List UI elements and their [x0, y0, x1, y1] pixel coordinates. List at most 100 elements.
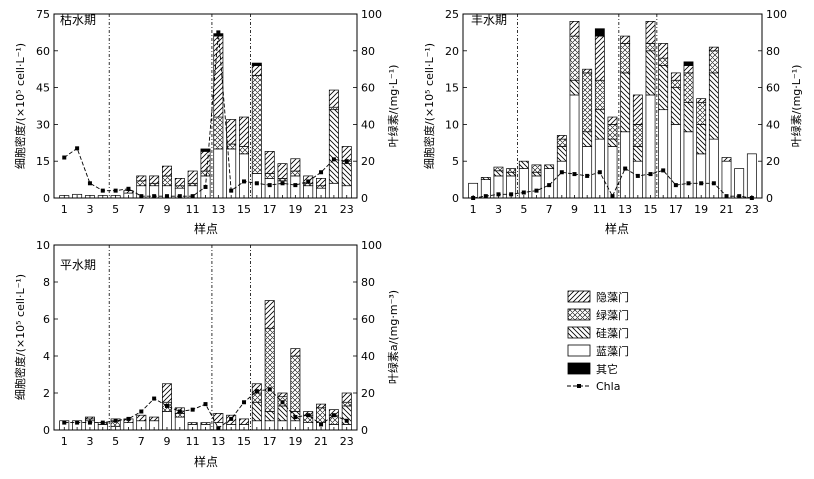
- bar-segment-other: [594, 28, 605, 37]
- chla-point: [293, 415, 298, 420]
- x-tick-label: 3: [86, 435, 93, 448]
- bar-segment-bacillariophyta: [556, 146, 567, 162]
- y2-tick-label: 60: [361, 82, 375, 95]
- x-axis-label: 样点: [194, 454, 218, 469]
- y-tick-label: 0: [43, 424, 50, 437]
- bar-segment-cryptophyta: [84, 416, 95, 420]
- y-tick-label: 0: [452, 192, 459, 205]
- chla-point: [242, 400, 247, 405]
- chla-point: [572, 172, 577, 177]
- y-tick-label: 45: [36, 82, 50, 95]
- bar-segment-other: [200, 148, 211, 152]
- legend-item-bacillariophyta: 硅藻门: [567, 326, 629, 340]
- bar-segment-chlorophyta: [620, 43, 631, 74]
- bar-segment-chlorophyta: [632, 124, 643, 147]
- y2-tick-label: 40: [361, 118, 375, 131]
- chla-point: [559, 170, 564, 175]
- bar-segment-cryptophyta: [264, 151, 275, 174]
- bar-segment-cryptophyta: [239, 116, 249, 147]
- bar-segment-cryptophyta: [620, 35, 631, 44]
- bar-segment-chlorophyta: [683, 72, 694, 103]
- bar-segment-cyanophyta: [734, 168, 745, 199]
- bar-segment-cryptophyta: [341, 392, 352, 403]
- bar-segment-bacillariophyta: [493, 170, 504, 177]
- chla-point: [203, 184, 208, 189]
- y2-tick-label: 20: [361, 155, 375, 168]
- bar-segment-bacillariophyta: [328, 109, 339, 184]
- bar-segment-cryptophyta: [556, 135, 567, 140]
- y2-tick-label: 100: [361, 239, 382, 252]
- bar-segment-cryptophyta: [632, 94, 643, 125]
- chla-point: [635, 173, 640, 178]
- bar-segment-cryptophyta: [721, 157, 732, 162]
- bar-segment-bacillariophyta: [341, 163, 352, 187]
- bar-segment-bacillariophyta: [696, 124, 707, 155]
- bar-segment-chlorophyta: [607, 124, 618, 140]
- bar-segment-cryptophyta: [607, 116, 618, 125]
- bar-segment-chlorophyta: [290, 355, 301, 412]
- bar-segment-cyanophyta: [556, 160, 567, 199]
- chla-point: [661, 168, 666, 173]
- x-tick-label: 13: [211, 435, 225, 448]
- bar-segment-cyanophyta: [213, 148, 224, 199]
- y2-tick-label: 100: [361, 8, 382, 21]
- bar-segment-bacillariophyta: [518, 160, 529, 169]
- bar-segment-bacillariophyta: [506, 171, 517, 177]
- bar-segment-cryptophyta: [290, 158, 301, 172]
- x-tick-label: 7: [546, 203, 553, 216]
- chla-point: [75, 146, 80, 151]
- y-tick-label: 6: [43, 313, 50, 326]
- chla-point: [177, 409, 182, 414]
- x-axis-label: 样点: [194, 221, 218, 236]
- chla-point: [547, 183, 552, 188]
- y2-tick-label: 80: [361, 276, 375, 289]
- y2-axis-label: 叶绿素/(mg·L⁻¹): [386, 65, 400, 148]
- bar-segment-cyanophyta: [594, 138, 605, 199]
- x-tick-label: 17: [263, 203, 277, 216]
- bar-segment-cryptophyta: [251, 65, 262, 76]
- x-tick-label: 3: [495, 203, 502, 216]
- bar-segment-cryptophyta: [708, 46, 719, 52]
- bar-segment-bacillariophyta: [251, 401, 262, 422]
- bar-segment-cyanophyta: [632, 160, 643, 199]
- bar-segment-bacillariophyta: [264, 411, 275, 422]
- bar-segment-cryptophyta: [696, 98, 707, 103]
- y-tick-label: 4: [43, 350, 50, 363]
- chla-point: [229, 416, 234, 421]
- bar-segment-chlorophyta: [162, 175, 172, 187]
- bar-segment-chlorophyta: [290, 170, 301, 177]
- y-tick-label: 75: [36, 8, 50, 21]
- x-tick-label: 13: [618, 203, 632, 216]
- bar-segment-cryptophyta: [277, 392, 288, 398]
- legend-swatch-chla-marker: [577, 384, 581, 388]
- chart-panel-dry-season: 枯水期 样点 细胞密度/(×10⁵ cell·L⁻¹) 叶绿素/(mg·L⁻¹)…: [13, 8, 400, 236]
- chla-point: [216, 30, 221, 35]
- chla-point: [75, 420, 80, 425]
- chla-point: [100, 420, 105, 425]
- x-axis-label: 样点: [605, 221, 629, 236]
- y2-tick-label: 60: [361, 313, 375, 326]
- chla-point: [139, 409, 144, 414]
- bar-segment-chlorophyta: [670, 79, 681, 88]
- chla-point: [254, 389, 259, 394]
- x-tick-label: 19: [694, 203, 708, 216]
- bar-segment-chlorophyta: [493, 166, 504, 172]
- x-tick-label: 7: [138, 435, 145, 448]
- x-tick-label: 1: [61, 435, 68, 448]
- bar-segment-chlorophyta: [531, 164, 542, 173]
- bar-segment-chlorophyta: [277, 178, 288, 182]
- chla-point: [344, 159, 349, 164]
- bar-segment-cryptophyta: [670, 72, 681, 81]
- legend-label-chla: Chla: [596, 380, 620, 393]
- chla-point: [62, 420, 67, 425]
- y2-tick-label: 40: [766, 118, 780, 131]
- bar-segment-chlorophyta: [708, 50, 719, 74]
- chla-point: [673, 183, 678, 188]
- bar-segment-cryptophyta: [582, 68, 593, 74]
- x-tick-label: 17: [263, 435, 277, 448]
- bar-segment-bacillariophyta: [607, 138, 618, 147]
- bar-segment-cryptophyta: [213, 413, 224, 423]
- bar-segment-chlorophyta: [187, 182, 198, 187]
- bar-segment-bacillariophyta: [708, 72, 719, 140]
